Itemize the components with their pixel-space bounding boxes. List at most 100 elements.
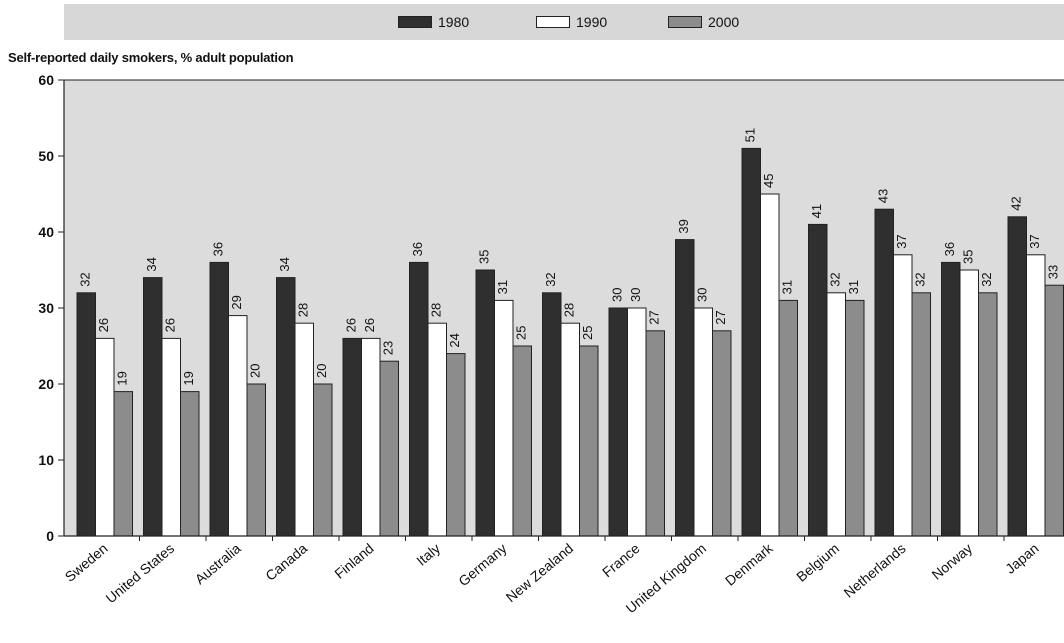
bar-1990 [760,193,780,537]
data-label: 25 [580,326,595,340]
bar-2000 [379,360,399,537]
bar-2000 [579,345,599,537]
bar-1990 [893,254,913,537]
bar-1980 [143,277,163,537]
bar-1990 [627,307,647,537]
bar-1990 [1026,254,1046,537]
y-axis-title: Self-reported daily smokers, % adult pop… [8,50,294,65]
data-label: 26 [163,318,178,332]
bar-2000 [113,391,133,537]
x-tick-label: Australia [192,540,244,587]
data-label: 37 [1027,234,1042,248]
x-tick-label: France [599,540,643,580]
bar-1980 [209,261,229,537]
data-label: 28 [296,303,311,317]
data-label: 26 [344,318,359,332]
bar-2000 [911,292,931,537]
bar-1990 [161,337,181,537]
data-label: 36 [211,242,226,256]
x-tick-label: Belgium [793,540,842,585]
data-label: 24 [447,333,462,347]
data-label: 19 [115,371,130,385]
bar-1990 [95,337,115,537]
data-label: 31 [846,280,861,294]
x-tick-label: Norway [929,540,976,583]
y-tick-label: 40 [38,224,54,240]
data-label: 41 [809,204,824,218]
legend-label-1990: 1990 [576,14,608,30]
bar-1990 [959,269,979,537]
bar-2000 [978,292,998,537]
legend-swatch-1980 [398,16,432,28]
x-tick-label: Italy [413,540,443,569]
data-label: 31 [780,280,795,294]
data-label: 27 [713,310,728,324]
legend-item-1990: 1990 [536,14,607,30]
data-label: 32 [828,272,843,286]
data-label: 29 [229,295,244,309]
bar-1980 [675,239,695,537]
x-tick-label: Finland [331,540,376,582]
bar-1980 [874,208,894,537]
data-label: 36 [410,242,425,256]
legend-item-2000: 2000 [668,14,739,30]
x-tick-label: New Zealand [503,540,576,605]
bar-1980 [741,147,761,537]
data-label: 39 [676,219,691,233]
x-tick-label: Germany [455,540,509,589]
x-tick-label: Japan [1002,540,1042,577]
data-label: 20 [314,364,329,378]
bar-1980 [1007,216,1027,537]
y-tick-label: 20 [38,376,54,392]
bar-1990 [693,307,713,537]
data-label: 37 [894,234,909,248]
legend-label-1980: 1980 [438,14,470,30]
y-tick-label: 0 [46,528,54,544]
bar-2000 [246,383,266,537]
data-label: 33 [1046,265,1061,279]
legend: 1980 1990 2000 [64,4,1064,40]
y-tick-label: 30 [38,300,54,316]
bar-1980 [342,337,362,537]
data-label: 30 [695,288,710,302]
x-tick-label: United States [102,540,177,606]
bar-2000 [313,383,333,537]
bar-1980 [76,292,96,537]
bar-1990 [826,292,846,537]
bar-2000 [845,299,865,537]
bar-2000 [180,391,200,537]
bar-1990 [560,322,580,537]
data-label: 31 [495,280,510,294]
data-label: 43 [876,189,891,203]
bar-1980 [608,307,628,537]
bar-1980 [808,223,828,537]
legend-item-1980: 1980 [398,14,469,30]
data-label: 27 [647,310,662,324]
bar-1990 [494,299,514,537]
data-label: 30 [628,288,643,302]
data-label: 26 [362,318,377,332]
data-label: 35 [961,250,976,264]
y-tick-label: 10 [38,452,54,468]
bar-1980 [409,261,429,537]
data-label: 42 [1009,196,1024,210]
data-label: 23 [381,341,396,355]
data-label: 34 [277,257,292,271]
bar-2000 [645,330,665,537]
data-label: 28 [429,303,444,317]
data-label: 35 [477,250,492,264]
data-label: 26 [96,318,111,332]
y-tick-label: 60 [38,72,54,88]
bar-2000 [446,353,466,537]
data-label: 20 [248,364,263,378]
legend-label-2000: 2000 [708,14,740,30]
x-tick-label: Netherlands [841,540,909,601]
data-label: 32 [913,272,928,286]
bar-2000 [712,330,732,537]
x-tick-label: Denmark [722,539,777,588]
bar-1980 [542,292,562,537]
data-label: 19 [181,371,196,385]
x-tick-label: Sweden [62,540,111,585]
y-tick-label: 50 [38,148,54,164]
